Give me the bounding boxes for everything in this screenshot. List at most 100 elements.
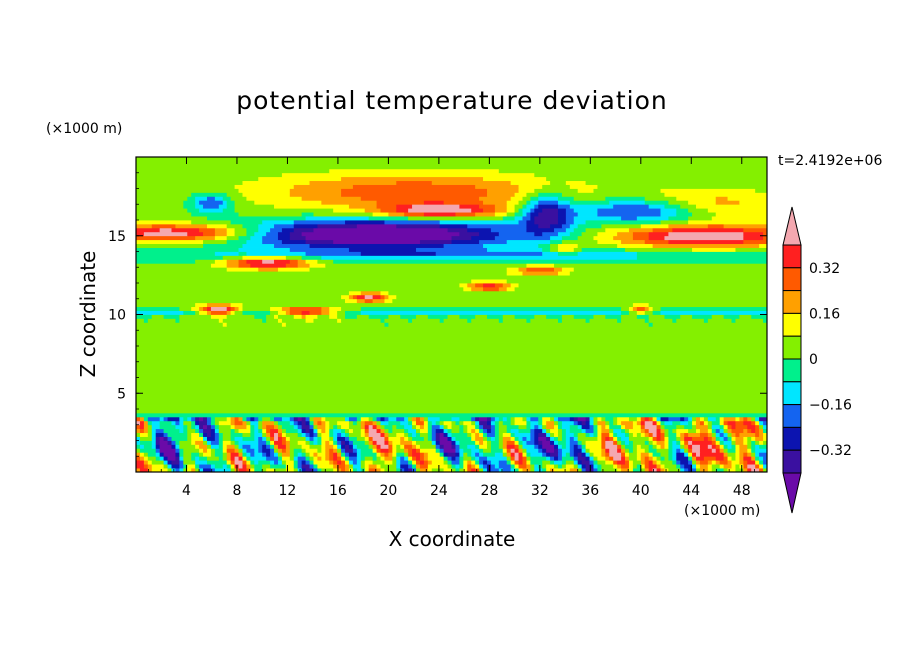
field-cell <box>534 231 543 237</box>
field-cell <box>471 460 476 465</box>
field-cell <box>179 452 184 457</box>
field-cell <box>199 416 204 422</box>
field-cell <box>621 468 630 472</box>
field-cell <box>711 440 717 445</box>
field-cell <box>183 464 188 469</box>
field-cell <box>739 432 756 437</box>
field-cell <box>360 464 366 469</box>
field-cell <box>561 464 567 469</box>
field-cell <box>289 456 295 461</box>
field-cell <box>625 424 634 430</box>
field-cell <box>155 448 161 453</box>
field-cell <box>439 452 445 457</box>
field-cell <box>526 204 535 209</box>
field-cell <box>285 448 291 453</box>
field-cell <box>321 468 334 472</box>
field-cell <box>234 456 239 461</box>
field-cell <box>210 448 216 453</box>
field-cell <box>459 448 464 453</box>
field-cell <box>439 420 445 426</box>
field-cell <box>435 420 441 426</box>
field-cell <box>404 436 409 441</box>
field-cell <box>475 314 488 319</box>
field-cell <box>660 428 665 434</box>
field-cell <box>522 208 531 213</box>
field-cell <box>577 235 594 241</box>
field-cell <box>621 310 630 315</box>
field-cell <box>341 468 346 472</box>
field-cell <box>258 460 271 465</box>
field-cell <box>656 448 669 453</box>
field-cell <box>609 424 622 430</box>
field-cell <box>242 416 247 422</box>
field-cell <box>652 436 657 441</box>
field-cell <box>151 440 157 445</box>
field-cell <box>585 180 767 185</box>
field-cell <box>325 428 330 434</box>
field-cell <box>297 424 303 430</box>
field-cell <box>463 428 468 434</box>
field-cell <box>388 212 405 217</box>
field-cell <box>136 208 188 213</box>
field-cell <box>139 440 153 445</box>
field-cell <box>352 184 476 189</box>
field-cell <box>246 424 251 430</box>
field-cell <box>356 223 397 229</box>
field-cell <box>218 204 228 209</box>
field-cell <box>565 452 571 457</box>
field-cell <box>451 424 460 430</box>
field-cell <box>277 452 283 457</box>
field-cell <box>305 420 310 426</box>
field-cell <box>136 353 767 359</box>
field-cell <box>400 314 417 319</box>
field-cell <box>136 401 767 406</box>
field-cell <box>416 314 429 319</box>
field-cell <box>514 286 767 292</box>
field-cell <box>143 318 149 323</box>
field-cell <box>254 432 263 437</box>
field-cell <box>136 389 767 394</box>
field-cell <box>203 468 212 472</box>
field-cell <box>384 460 393 465</box>
field-cell <box>518 428 531 434</box>
field-cell <box>218 456 224 461</box>
field-cell <box>632 306 638 311</box>
field-cell <box>648 444 654 449</box>
field-cell <box>289 192 342 197</box>
field-cell <box>577 251 638 256</box>
field-cell <box>632 468 642 472</box>
field-cell <box>715 196 728 201</box>
field-cell <box>167 436 172 441</box>
field-cell <box>147 432 153 437</box>
field-cell <box>542 448 547 453</box>
field-cell <box>632 235 650 241</box>
field-cell <box>179 444 196 449</box>
field-cell <box>136 160 767 166</box>
field-cell <box>333 428 342 434</box>
field-cell <box>345 452 350 457</box>
field-cell <box>203 452 212 457</box>
field-cell <box>230 424 235 430</box>
field-cell <box>747 448 752 453</box>
field-cell <box>309 464 314 469</box>
field-cell <box>715 212 767 217</box>
field-cell <box>471 428 476 434</box>
field-cell <box>285 440 291 445</box>
field-cell <box>636 456 642 461</box>
field-cell <box>191 220 232 225</box>
field-cell <box>270 432 275 437</box>
field-cell <box>494 432 500 437</box>
field-cell <box>632 444 638 449</box>
field-cell <box>270 416 275 422</box>
field-cell <box>337 456 342 461</box>
field-cell <box>191 452 200 457</box>
field-cell <box>688 420 693 426</box>
field-cell <box>356 294 366 300</box>
field-cell <box>628 227 654 233</box>
field-cell <box>388 432 397 437</box>
colorbar-tick-label: −0.16 <box>809 398 852 414</box>
field-cell <box>242 306 271 311</box>
field-cell <box>313 432 318 437</box>
field-cell <box>191 192 228 197</box>
field-cell <box>163 314 180 319</box>
